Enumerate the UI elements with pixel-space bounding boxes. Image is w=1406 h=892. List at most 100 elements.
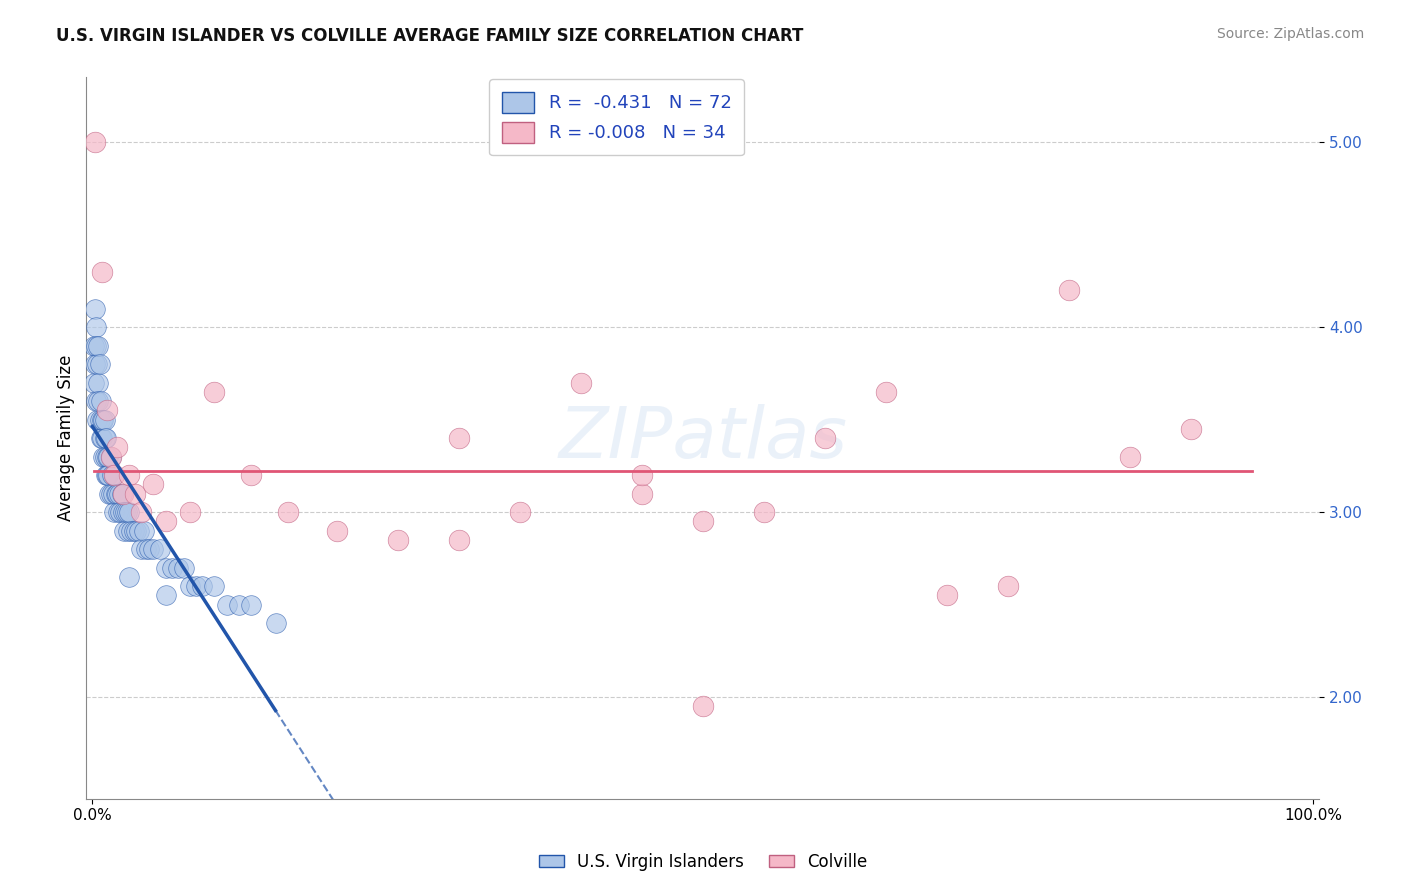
Point	[87, 394, 110, 409]
Point	[101, 468, 124, 483]
Point	[173, 560, 195, 574]
Point	[936, 588, 959, 602]
Point	[117, 524, 139, 538]
Point	[93, 431, 115, 445]
Point	[118, 505, 141, 519]
Point	[103, 505, 125, 519]
Point	[96, 403, 118, 417]
Point	[1119, 450, 1142, 464]
Point	[875, 384, 897, 399]
Point	[630, 468, 652, 483]
Point	[325, 524, 347, 538]
Point	[97, 468, 120, 483]
Point	[91, 265, 114, 279]
Point	[93, 412, 115, 426]
Text: U.S. VIRGIN ISLANDER VS COLVILLE AVERAGE FAMILY SIZE CORRELATION CHART: U.S. VIRGIN ISLANDER VS COLVILLE AVERAGE…	[56, 27, 804, 45]
Point	[90, 431, 112, 445]
Point	[277, 505, 299, 519]
Point	[90, 394, 112, 409]
Point	[122, 524, 145, 538]
Point	[93, 412, 115, 426]
Point	[87, 376, 110, 390]
Point	[692, 514, 714, 528]
Point	[155, 560, 177, 574]
Point	[129, 542, 152, 557]
Point	[142, 542, 165, 557]
Point	[101, 486, 124, 500]
Point	[91, 431, 114, 445]
Point	[86, 412, 108, 426]
Point	[124, 486, 146, 500]
Point	[447, 431, 470, 445]
Point	[83, 338, 105, 352]
Point	[118, 570, 141, 584]
Point	[240, 598, 263, 612]
Legend: R =  -0.431   N = 72, R = -0.008   N = 34: R = -0.431 N = 72, R = -0.008 N = 34	[489, 79, 744, 155]
Point	[83, 135, 105, 149]
Point	[1057, 283, 1080, 297]
Point	[155, 588, 177, 602]
Point	[160, 560, 183, 574]
Point	[569, 376, 592, 390]
Point	[630, 486, 652, 500]
Point	[509, 505, 531, 519]
Point	[96, 468, 118, 483]
Point	[111, 486, 134, 500]
Point	[84, 320, 107, 334]
Point	[228, 598, 250, 612]
Point	[103, 468, 125, 483]
Point	[83, 357, 105, 371]
Y-axis label: Average Family Size: Average Family Size	[58, 355, 75, 521]
Point	[96, 450, 118, 464]
Point	[132, 524, 155, 538]
Point	[191, 579, 214, 593]
Point	[186, 579, 208, 593]
Point	[89, 357, 111, 371]
Point	[94, 468, 117, 483]
Point	[148, 542, 170, 557]
Point	[155, 514, 177, 528]
Point	[752, 505, 775, 519]
Point	[118, 468, 141, 483]
Point	[111, 486, 134, 500]
Point	[179, 505, 201, 519]
Point	[120, 524, 142, 538]
Point	[1180, 422, 1202, 436]
Point	[100, 450, 122, 464]
Point	[104, 486, 127, 500]
Point	[179, 579, 201, 593]
Point	[93, 450, 115, 464]
Point	[125, 524, 148, 538]
Point	[240, 468, 263, 483]
Point	[110, 505, 132, 519]
Point	[83, 376, 105, 390]
Text: ZIP​atlas: ZIP​atlas	[558, 403, 848, 473]
Point	[84, 338, 107, 352]
Point	[814, 431, 837, 445]
Point	[83, 301, 105, 316]
Point	[138, 542, 160, 557]
Point	[128, 524, 150, 538]
Point	[129, 505, 152, 519]
Point	[447, 533, 470, 547]
Point	[86, 357, 108, 371]
Point	[692, 699, 714, 714]
Text: Source: ZipAtlas.com: Source: ZipAtlas.com	[1216, 27, 1364, 41]
Point	[142, 477, 165, 491]
Point	[115, 505, 138, 519]
Point	[93, 450, 115, 464]
Point	[105, 441, 128, 455]
Point	[264, 615, 287, 630]
Point	[100, 486, 122, 500]
Point	[94, 431, 117, 445]
Point	[112, 524, 135, 538]
Legend: U.S. Virgin Islanders, Colville: U.S. Virgin Islanders, Colville	[530, 845, 876, 880]
Point	[107, 505, 129, 519]
Point	[84, 394, 107, 409]
Point	[204, 384, 226, 399]
Point	[166, 560, 188, 574]
Point	[100, 450, 122, 464]
Point	[89, 412, 111, 426]
Point	[387, 533, 409, 547]
Point	[997, 579, 1019, 593]
